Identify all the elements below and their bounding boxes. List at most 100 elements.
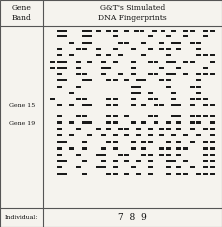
Bar — [131, 48, 136, 50]
Bar — [196, 115, 200, 117]
Bar — [141, 121, 146, 123]
Bar — [176, 121, 181, 123]
Bar — [166, 128, 171, 130]
Bar — [57, 160, 62, 162]
Bar — [203, 115, 208, 117]
Bar — [82, 141, 87, 143]
Bar — [190, 86, 195, 88]
Bar — [131, 121, 136, 123]
Bar — [210, 166, 214, 168]
Text: Gene
Band: Gene Band — [12, 5, 32, 22]
Bar — [113, 115, 118, 117]
Bar — [159, 128, 164, 130]
Bar — [57, 141, 62, 143]
Bar — [82, 42, 87, 44]
Bar — [148, 134, 153, 136]
Bar — [76, 115, 81, 117]
Bar — [113, 166, 118, 168]
Bar — [203, 141, 208, 143]
Bar — [113, 173, 118, 175]
Bar — [210, 160, 214, 162]
Bar — [62, 35, 67, 37]
Bar — [196, 134, 200, 136]
Bar — [148, 173, 153, 175]
Bar — [196, 54, 200, 56]
Bar — [148, 128, 153, 130]
Bar — [124, 115, 129, 117]
Bar — [106, 115, 111, 117]
Bar — [171, 104, 176, 106]
Bar — [190, 115, 195, 117]
Bar — [82, 173, 87, 175]
Bar — [96, 166, 101, 168]
Bar — [176, 128, 181, 130]
Bar — [76, 48, 81, 50]
Bar — [113, 104, 118, 106]
Bar — [106, 30, 111, 32]
Bar — [183, 30, 188, 32]
Bar — [141, 42, 146, 44]
Bar — [50, 67, 55, 69]
Text: 7  8  9: 7 8 9 — [118, 213, 147, 222]
Bar — [196, 92, 200, 94]
Bar — [131, 104, 136, 106]
Bar — [76, 86, 81, 88]
Bar — [176, 173, 181, 175]
Bar — [96, 54, 101, 56]
Bar — [131, 148, 136, 150]
Bar — [119, 154, 123, 156]
Bar — [203, 67, 208, 69]
Bar — [203, 98, 208, 100]
Bar — [203, 35, 208, 37]
Bar — [141, 148, 146, 150]
Bar — [161, 30, 165, 32]
Text: Individual:: Individual: — [5, 215, 38, 220]
Bar — [113, 35, 118, 37]
Bar — [203, 54, 208, 56]
Bar — [171, 42, 176, 44]
Bar — [101, 148, 106, 150]
Bar — [106, 173, 111, 175]
Bar — [166, 79, 171, 81]
Bar — [87, 61, 92, 63]
Bar — [166, 121, 171, 123]
Bar — [76, 73, 81, 75]
Bar — [96, 154, 101, 156]
Bar — [141, 104, 146, 106]
Bar — [166, 54, 171, 56]
Bar — [57, 61, 62, 63]
Text: Gene 19: Gene 19 — [8, 121, 35, 126]
Bar — [76, 61, 81, 63]
Bar — [196, 98, 200, 100]
Bar — [190, 128, 195, 130]
Bar — [82, 98, 87, 100]
Bar — [210, 128, 214, 130]
Bar — [124, 79, 129, 81]
Bar — [69, 42, 74, 44]
Bar — [190, 166, 195, 168]
Bar — [210, 173, 214, 175]
Bar — [210, 61, 214, 63]
Bar — [76, 98, 81, 100]
Bar — [203, 30, 208, 32]
Bar — [148, 141, 153, 143]
Bar — [119, 54, 123, 56]
Bar — [57, 173, 62, 175]
Bar — [136, 128, 141, 130]
Bar — [87, 104, 92, 106]
Bar — [166, 48, 171, 50]
Bar — [69, 134, 74, 136]
Bar — [136, 92, 141, 94]
Bar — [210, 73, 214, 75]
Bar — [176, 148, 181, 150]
Bar — [166, 61, 171, 63]
Bar — [203, 104, 208, 106]
Bar — [101, 166, 106, 168]
Bar — [119, 42, 123, 44]
Bar — [210, 30, 214, 32]
Bar — [124, 30, 129, 32]
Bar — [131, 98, 136, 100]
Bar — [148, 160, 153, 162]
Bar — [62, 61, 67, 63]
Bar — [82, 35, 87, 37]
